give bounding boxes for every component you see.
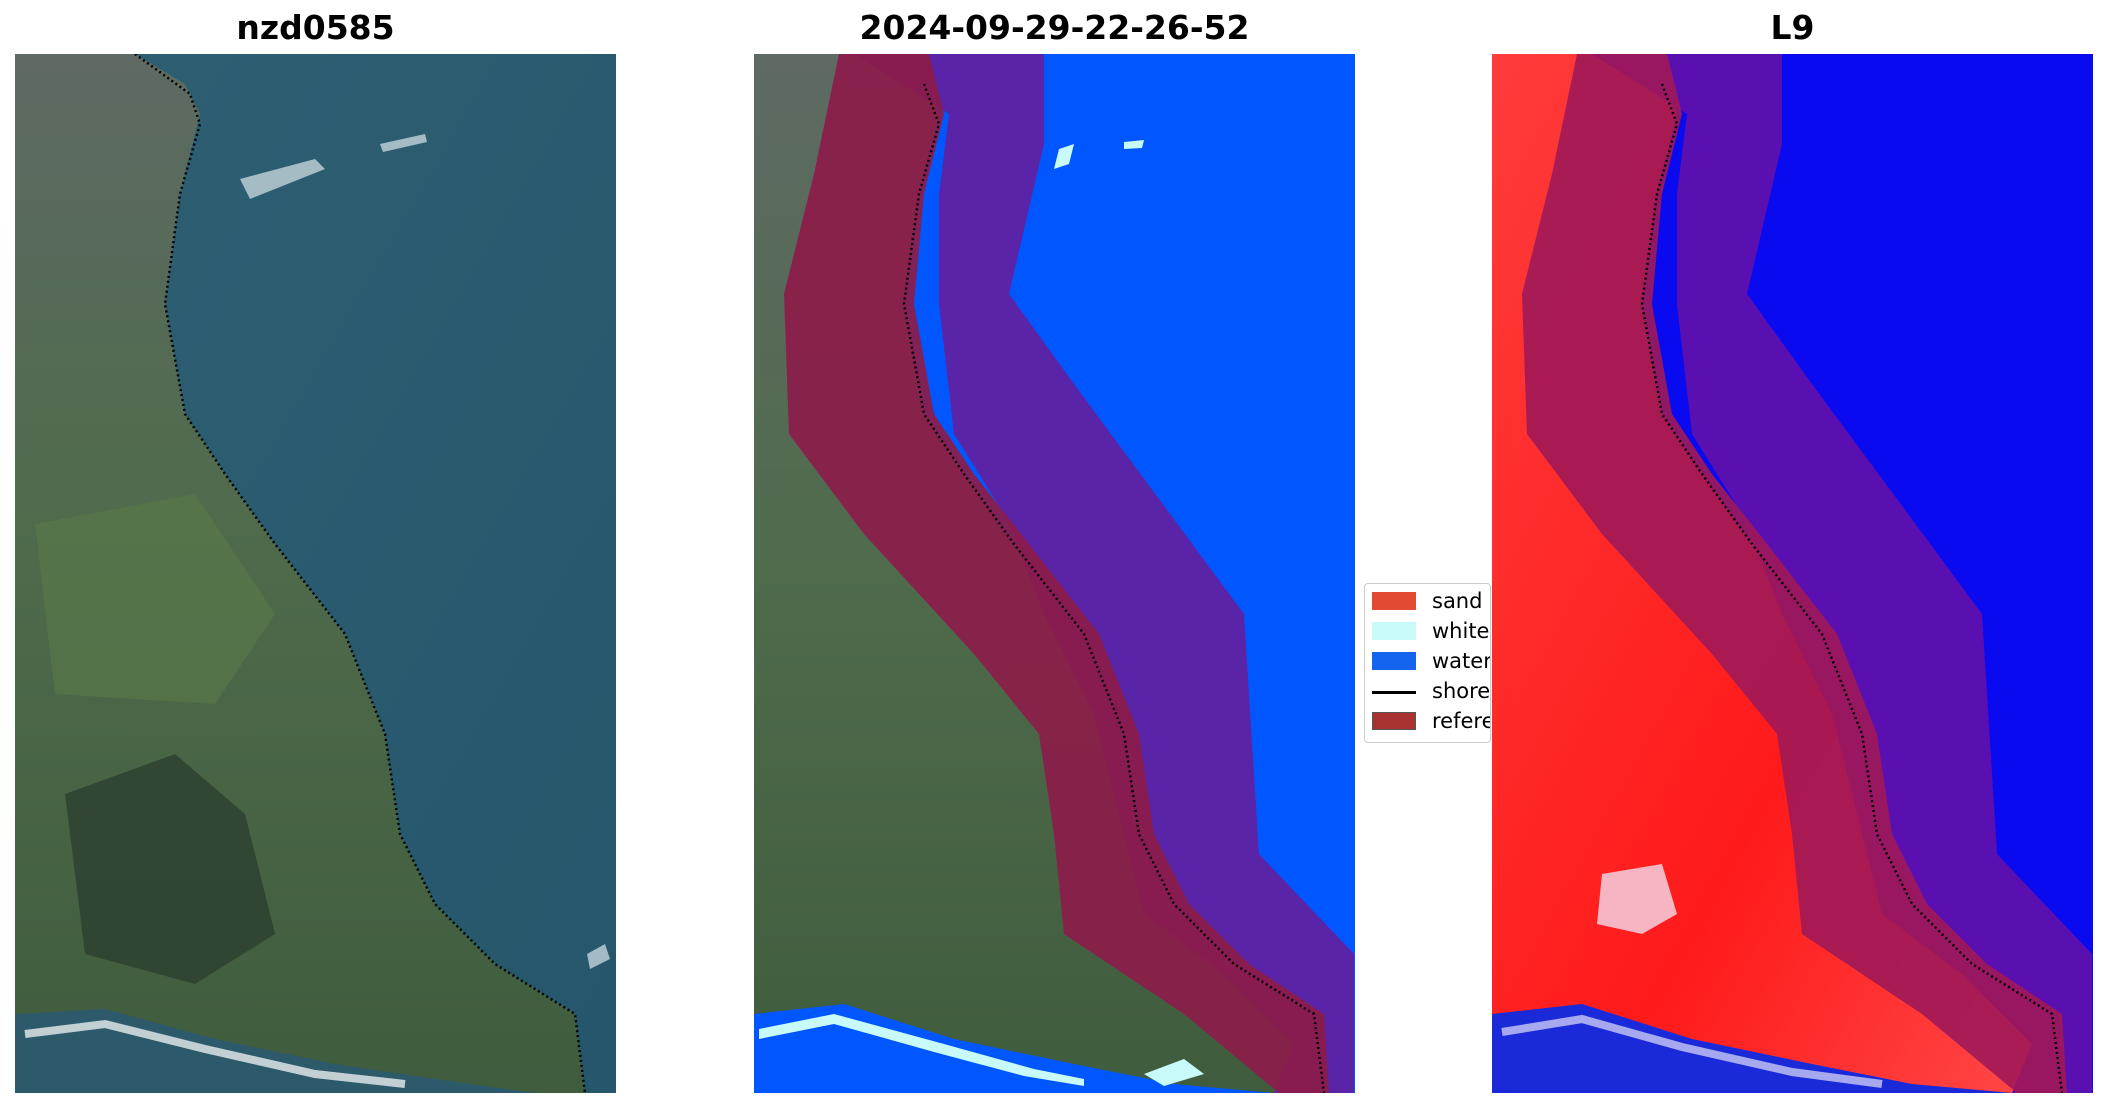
surf-line-south xyxy=(24,1019,406,1088)
legend-item-shoreline: shoreline xyxy=(1372,678,1491,704)
panel-title-date: 2024-09-29-22-26-52 xyxy=(859,8,1250,47)
index-bright-patch xyxy=(1597,864,1677,934)
index-buffer-seaward xyxy=(1592,54,2092,1093)
legend-item-water: water xyxy=(1372,648,1491,674)
legend-label: water xyxy=(1432,649,1491,673)
legend-item-reference-buffer: reference shoreline buffer xyxy=(1372,708,1490,734)
classification-panel xyxy=(754,54,1355,1093)
field-patch xyxy=(35,494,275,704)
dark-forest-patch xyxy=(65,754,275,984)
legend-item-sand: sand xyxy=(1372,588,1482,614)
legend-swatch-shoreline xyxy=(1372,690,1416,694)
south-water-class xyxy=(754,1004,1274,1093)
legend-label: sand xyxy=(1432,589,1483,613)
legend-swatch-whitewater xyxy=(1372,622,1416,640)
buffer-seaward xyxy=(854,54,1354,1093)
legend-swatch-sand xyxy=(1372,592,1416,610)
legend-label: reference shoreline buffer xyxy=(1432,709,1490,733)
panel-title-satellite: L9 xyxy=(1770,8,1815,47)
legend-swatch-water xyxy=(1372,652,1416,670)
legend-label: shoreline xyxy=(1432,679,1491,703)
panel-title-site: nzd0585 xyxy=(236,8,395,47)
index-surf-line xyxy=(1501,1014,1883,1088)
shoreline-dotted xyxy=(134,54,587,1093)
legend-swatch-reference-buffer xyxy=(1372,712,1416,730)
rgb-image-panel xyxy=(15,54,616,1093)
index-panel xyxy=(1492,54,2093,1093)
